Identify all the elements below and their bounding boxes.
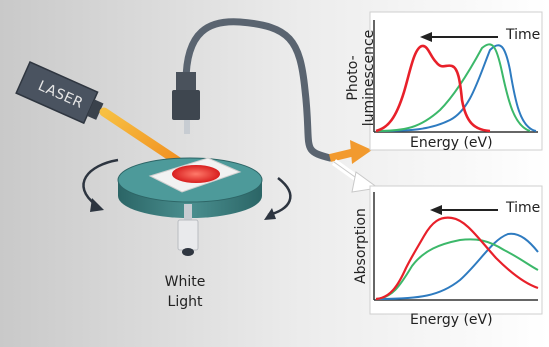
rotation-arrow-left [82,158,119,206]
pl-series-red [375,44,491,133]
abs-y-label: Absorption [353,208,369,284]
rotating-stage [117,157,263,218]
abs-time-arrow [430,205,442,215]
fiber-connector [176,72,196,92]
fiber-cable [182,18,334,162]
pl-series-blue [375,44,537,132]
pl-panel [369,11,543,151]
absorption-panel [369,185,543,315]
pl-time-label: Time [506,27,541,43]
white-light-label: White Light [164,274,206,310]
probe-head [172,90,200,120]
white-light-lamp [177,219,199,251]
sample-spot [172,165,220,183]
abs-x-label: Energy (eV) [410,312,493,328]
pl-series-green [375,43,531,132]
abs-series-green [375,238,539,300]
pl-signal-arrow [329,148,356,162]
probe-tip [184,120,190,134]
pl-y-label: Photo- luminescence [345,23,377,133]
abs-series-red [375,216,539,301]
abs-time-label: Time [506,200,541,216]
lamp-tip [182,248,194,256]
pl-y-label-line1: Photo- [345,55,361,101]
pl-y-label-line2: luminescence [361,29,377,127]
pl-time-arrow [420,32,432,42]
pl-x-label: Energy (eV) [410,135,493,151]
abs-series-blue [375,232,539,300]
laser-box [15,61,104,125]
